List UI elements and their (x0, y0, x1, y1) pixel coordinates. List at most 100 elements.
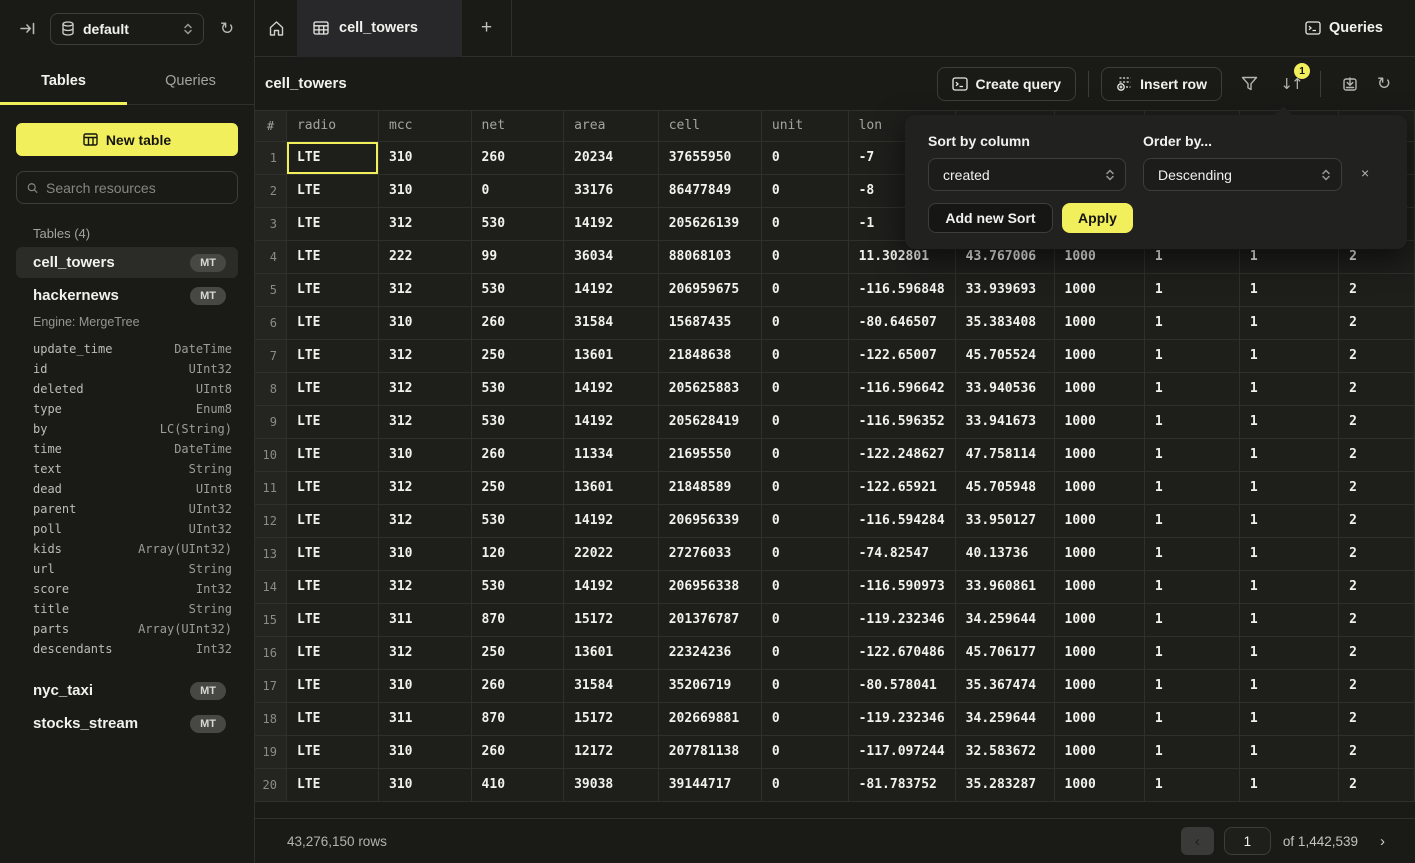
table-cell[interactable]: 2 (1338, 306, 1415, 340)
table-cell[interactable]: 0 (761, 240, 849, 274)
table-cell[interactable]: 1000 (1054, 702, 1145, 736)
table-cell[interactable]: 39144717 (658, 768, 762, 802)
table-cell[interactable]: 310 (378, 306, 472, 340)
table-cell[interactable]: 0 (761, 735, 849, 769)
column-header-radio[interactable]: radio (286, 111, 380, 142)
table-cell[interactable]: 12172 (563, 735, 659, 769)
table-cell[interactable]: 201376787 (658, 603, 762, 637)
table-cell[interactable]: 222 (378, 240, 472, 274)
insert-row-button[interactable]: Insert row (1101, 66, 1222, 101)
table-cell[interactable]: 39038 (563, 768, 659, 802)
table-cell[interactable]: 1000 (1054, 405, 1145, 439)
table-cell[interactable]: 2 (1338, 636, 1415, 670)
table-cell[interactable]: 2 (1338, 702, 1415, 736)
new-table-button[interactable]: New table (16, 123, 238, 156)
table-cell[interactable]: 2 (1338, 471, 1415, 505)
table-cell[interactable]: 2 (1338, 504, 1415, 538)
table-cell[interactable]: LTE (286, 735, 380, 769)
table-cell[interactable]: 310 (378, 669, 472, 703)
table-cell[interactable]: 1 (1239, 768, 1340, 802)
table-cell[interactable]: -116.596352 (848, 405, 956, 439)
table-cell[interactable]: 312 (378, 339, 472, 373)
table-cell[interactable]: 35.283287 (955, 768, 1055, 802)
table-cell[interactable]: 0 (761, 471, 849, 505)
table-cell[interactable]: 31584 (563, 306, 659, 340)
collapse-sidebar-icon[interactable] (14, 16, 40, 42)
table-cell-selected[interactable]: LTE (286, 141, 380, 175)
table-cell[interactable]: 20234 (563, 141, 659, 175)
table-cell[interactable]: 1000 (1054, 735, 1145, 769)
table-cell[interactable]: 0 (761, 669, 849, 703)
table-cell[interactable]: 11334 (563, 438, 659, 472)
table-cell[interactable]: 35.383408 (955, 306, 1055, 340)
table-cell[interactable]: 1000 (1054, 669, 1145, 703)
table-cell[interactable]: 1 (1239, 735, 1340, 769)
table-cell[interactable]: 0 (761, 174, 849, 208)
table-cell[interactable]: 310 (378, 537, 472, 571)
table-cell[interactable]: 250 (471, 339, 565, 373)
sort-order-select[interactable]: Descending (1143, 158, 1342, 191)
table-cell[interactable]: 33.939693 (955, 273, 1055, 307)
table-cell[interactable]: 14192 (563, 504, 659, 538)
new-tab-button[interactable]: + (462, 0, 512, 57)
table-cell[interactable]: 13601 (563, 339, 659, 373)
table-cell[interactable]: 21695550 (658, 438, 762, 472)
table-cell[interactable]: 0 (761, 405, 849, 439)
table-cell[interactable]: -80.646507 (848, 306, 956, 340)
table-cell[interactable]: 0 (761, 768, 849, 802)
table-cell[interactable]: 34.259644 (955, 702, 1055, 736)
table-cell[interactable]: 2 (1338, 372, 1415, 406)
sidebar-tab-tables[interactable]: Tables (0, 57, 127, 104)
table-cell[interactable]: 312 (378, 504, 472, 538)
table-cell[interactable]: 2 (1338, 603, 1415, 637)
table-cell[interactable]: 205625883 (658, 372, 762, 406)
table-cell[interactable]: LTE (286, 438, 380, 472)
table-cell[interactable]: 13601 (563, 471, 659, 505)
table-cell[interactable]: -119.232346 (848, 702, 956, 736)
table-cell[interactable]: 21848589 (658, 471, 762, 505)
table-cell[interactable]: 870 (471, 702, 565, 736)
next-page-button[interactable]: › (1380, 832, 1385, 850)
table-cell[interactable]: 0 (761, 603, 849, 637)
table-cell[interactable]: 206956339 (658, 504, 762, 538)
table-cell[interactable]: -122.65007 (848, 339, 956, 373)
table-cell[interactable]: LTE (286, 537, 380, 571)
table-cell[interactable]: 312 (378, 372, 472, 406)
table-cell[interactable]: 1 (1144, 273, 1240, 307)
table-cell[interactable]: LTE (286, 339, 380, 373)
remove-sort-icon[interactable]: × (1361, 165, 1370, 181)
table-cell[interactable]: 410 (471, 768, 565, 802)
database-selector[interactable]: default (50, 12, 204, 45)
table-cell[interactable]: -116.596642 (848, 372, 956, 406)
table-cell[interactable]: 14192 (563, 405, 659, 439)
table-cell[interactable]: 45.705524 (955, 339, 1055, 373)
table-cell[interactable]: 1 (1239, 273, 1340, 307)
table-cell[interactable]: 2 (1338, 537, 1415, 571)
table-cell[interactable]: 312 (378, 273, 472, 307)
table-cell[interactable]: 250 (471, 471, 565, 505)
table-cell[interactable]: LTE (286, 768, 380, 802)
table-cell[interactable]: 0 (761, 438, 849, 472)
table-cell[interactable]: 530 (471, 405, 565, 439)
table-cell[interactable]: 530 (471, 372, 565, 406)
table-cell[interactable]: 530 (471, 273, 565, 307)
table-cell[interactable]: 35206719 (658, 669, 762, 703)
table-cell[interactable]: 1 (1239, 603, 1340, 637)
table-cell[interactable]: 2 (1338, 438, 1415, 472)
table-cell[interactable]: 86477849 (658, 174, 762, 208)
table-cell[interactable]: 0 (761, 339, 849, 373)
table-cell[interactable]: 0 (761, 537, 849, 571)
table-cell[interactable]: LTE (286, 636, 380, 670)
refresh-databases-icon[interactable]: ↻ (214, 16, 240, 42)
table-cell[interactable]: 33.940536 (955, 372, 1055, 406)
table-cell[interactable]: 1 (1144, 669, 1240, 703)
table-cell[interactable]: 1 (1144, 702, 1240, 736)
table-cell[interactable]: 260 (471, 669, 565, 703)
table-cell[interactable]: 250 (471, 636, 565, 670)
table-cell[interactable]: 206959675 (658, 273, 762, 307)
prev-page-button[interactable]: ‹ (1180, 827, 1214, 855)
table-cell[interactable]: 310 (378, 174, 472, 208)
table-cell[interactable]: LTE (286, 405, 380, 439)
table-cell[interactable]: 37655950 (658, 141, 762, 175)
table-cell[interactable]: 15172 (563, 702, 659, 736)
